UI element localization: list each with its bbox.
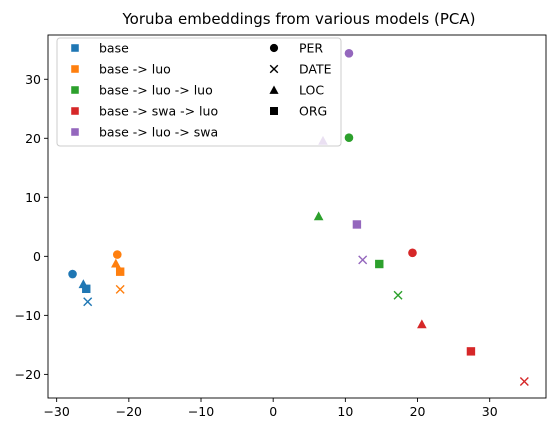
axes-frame (47, 34, 547, 399)
plot-area: −30 −20 −10 0 10 20 30 −20 −10 0 10 20 30 (15, 34, 547, 419)
legend-swatch (71, 65, 79, 73)
data-point (83, 297, 93, 307)
data-point (352, 220, 362, 229)
data-point (358, 255, 368, 265)
data-point (519, 376, 529, 386)
data-point (417, 319, 427, 329)
legend-marker (269, 43, 279, 53)
legend-label: base -> swa -> luo (99, 104, 218, 119)
data-point (115, 267, 125, 276)
data-point (313, 211, 324, 221)
legend-label: ORG (299, 104, 327, 119)
y-tick-label: 20 (25, 131, 41, 146)
y-tick-label: −10 (15, 308, 41, 323)
y-tick-label: 10 (25, 190, 41, 205)
data-point (344, 133, 354, 143)
x-tick-label: −20 (116, 404, 142, 419)
data-point (111, 258, 121, 268)
x-tick-label: −10 (188, 404, 214, 419)
x-tick-label: 10 (337, 404, 353, 419)
y-tick-label: 30 (25, 72, 41, 87)
legend-marker (269, 85, 279, 94)
legend-label: base -> luo -> swa (99, 125, 218, 140)
x-tick-label: 30 (482, 404, 498, 419)
legend-swatch (71, 86, 79, 94)
legend-label: LOC (299, 83, 324, 98)
legend-box (56, 37, 342, 147)
legend-label: base (99, 41, 129, 56)
x-tick-label: 0 (269, 404, 277, 419)
legend: base base -> luo base -> luo -> luo base ->… (56, 37, 342, 147)
data-point (112, 250, 122, 259)
legend-marker (269, 64, 279, 74)
data-point (82, 284, 91, 294)
chart-title: Yoruba embeddings from various models (P… (121, 10, 475, 28)
data-point (344, 48, 354, 58)
legend-swatch (71, 107, 79, 115)
legend-swatch (71, 128, 79, 136)
legend-swatch (71, 44, 79, 52)
data-point (115, 284, 125, 294)
x-tick-label: −30 (43, 404, 69, 419)
data-point (466, 347, 476, 356)
legend-label: base -> luo -> luo (99, 83, 213, 98)
y-tick-label: −20 (15, 367, 41, 382)
legend-marker (270, 107, 278, 115)
y-tick-label: 0 (33, 249, 41, 264)
x-tick-label: 20 (410, 404, 426, 419)
legend-label: DATE (299, 62, 332, 77)
data-point (68, 269, 77, 279)
legend-label: PER (299, 41, 323, 56)
data-point (393, 290, 403, 300)
data-point (408, 248, 417, 258)
data-point (375, 259, 384, 269)
legend-label: base -> luo (99, 62, 171, 77)
